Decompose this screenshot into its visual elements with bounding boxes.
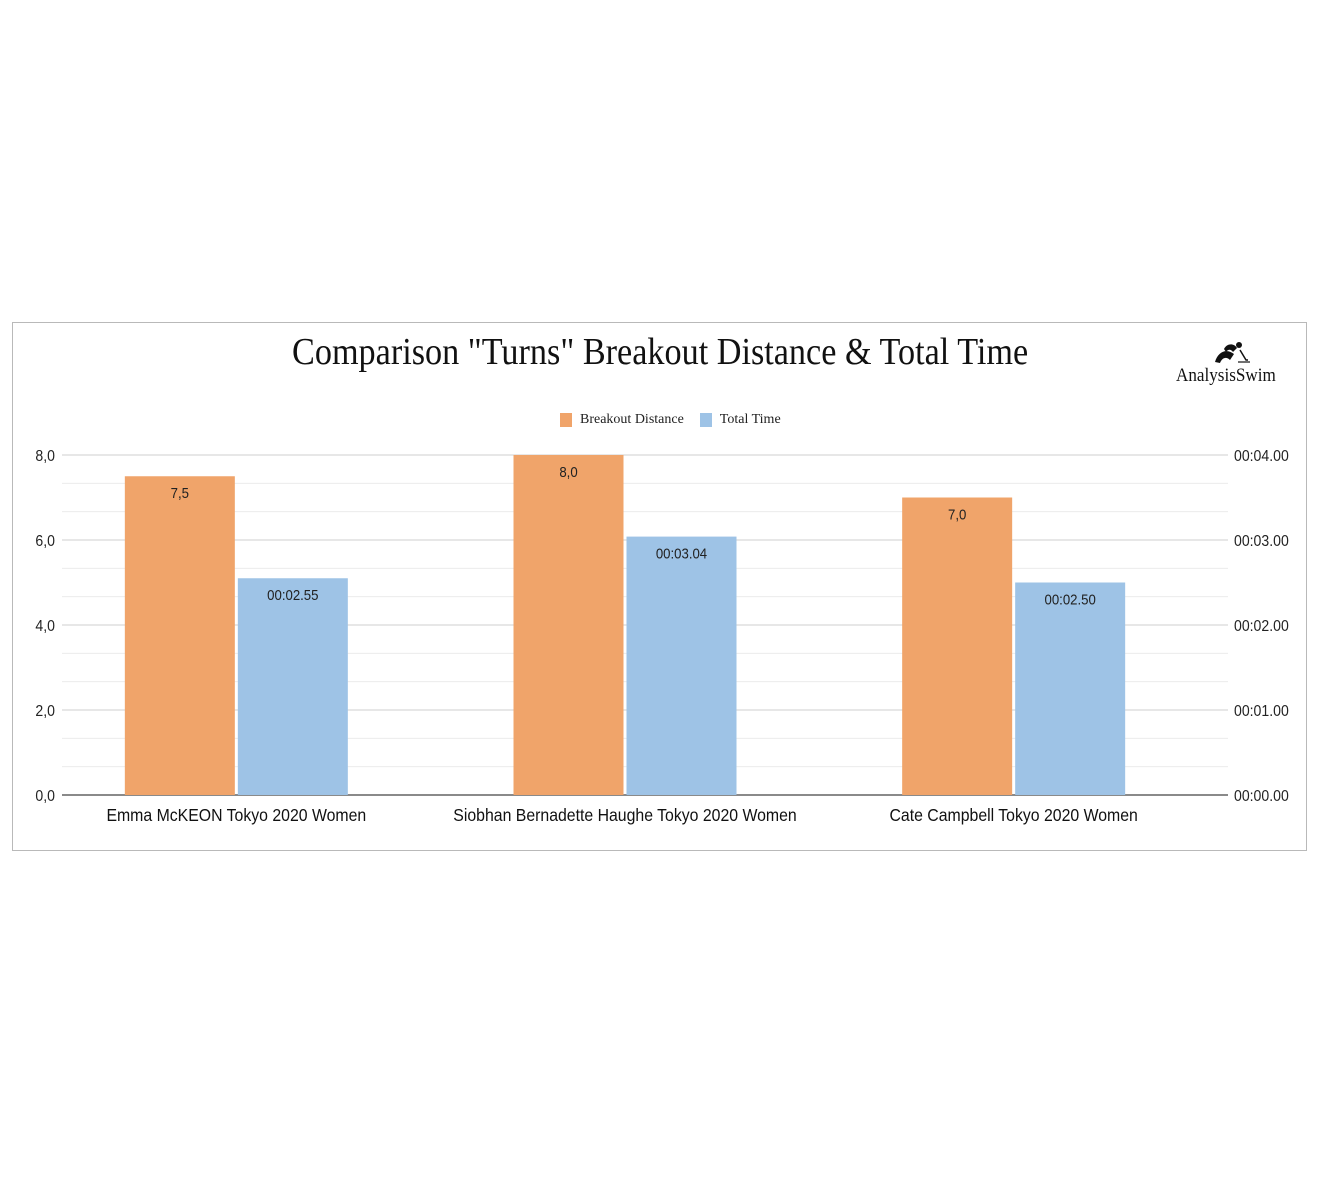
right-tick-label: 00:01.00 <box>1234 702 1289 720</box>
category-label: Emma McKEON Tokyo 2020 Women <box>106 805 366 825</box>
right-tick-label: 00:03.00 <box>1234 532 1289 550</box>
category-label: Siobhan Bernadette Haughe Tokyo 2020 Wom… <box>453 805 796 825</box>
left-tick-label: 2,0 <box>35 702 55 720</box>
legend-item-total-time: Total Time <box>699 412 781 428</box>
bar-breakout-distance <box>124 476 235 795</box>
bar-breakout-distance <box>902 497 1013 795</box>
legend-label-total-time: Total Time <box>719 412 781 427</box>
right-tick-label: 00:02.00 <box>1234 617 1289 635</box>
left-tick-label: 0,0 <box>35 787 55 805</box>
data-label: 00:02.55 <box>267 586 318 603</box>
legend-swatch-total-time <box>699 413 712 427</box>
bar-total-time <box>237 578 348 795</box>
data-label: 00:03.04 <box>656 545 707 562</box>
chart-legend: Breakout Distance Total Time <box>560 410 797 430</box>
logo-text: AnalysisSwim <box>1176 365 1276 386</box>
data-label: 7,0 <box>948 506 966 523</box>
right-tick-label: 00:00.00 <box>1234 787 1289 805</box>
legend-swatch-breakout <box>560 413 572 427</box>
bar-total-time <box>1015 582 1126 795</box>
chart-title: Comparison "Turns" Breakout Distance & T… <box>292 331 1029 373</box>
category-label: Cate Campbell Tokyo 2020 Women <box>889 805 1137 825</box>
bar-total-time <box>626 536 737 795</box>
bar-breakout-distance <box>513 455 624 795</box>
left-tick-label: 4,0 <box>35 617 55 635</box>
analysisswim-logo: AnalysisSwim <box>1176 340 1296 390</box>
right-tick-label: 00:04.00 <box>1234 447 1289 465</box>
data-label: 00:02.50 <box>1045 591 1096 608</box>
legend-item-breakout: Breakout Distance <box>560 412 684 428</box>
swimmer-icon <box>1215 342 1250 363</box>
left-tick-label: 6,0 <box>35 532 55 550</box>
data-label: 8,0 <box>559 463 577 480</box>
data-label: 7,5 <box>171 484 189 501</box>
legend-label-breakout: Breakout Distance <box>580 412 684 427</box>
left-tick-label: 8,0 <box>35 447 55 465</box>
